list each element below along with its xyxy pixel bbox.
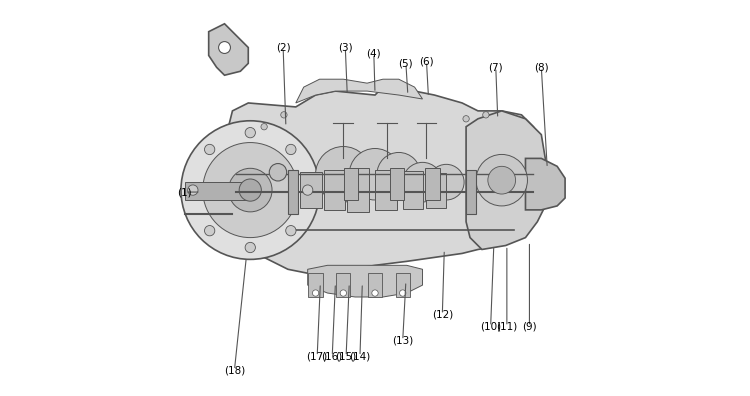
Bar [185,182,248,200]
Circle shape [400,290,406,296]
Bar [323,170,345,210]
Text: (13): (13) [392,335,413,346]
Circle shape [181,121,320,259]
Text: (17): (17) [307,351,328,362]
Bar [308,273,322,297]
Circle shape [476,154,527,206]
Circle shape [377,152,421,196]
Text: (5): (5) [398,58,413,69]
Circle shape [218,42,230,53]
Circle shape [463,116,470,122]
Text: (10): (10) [480,322,501,332]
Circle shape [245,128,256,138]
Circle shape [239,179,261,201]
Text: (7): (7) [488,62,503,72]
Bar [300,172,322,208]
Circle shape [205,144,214,154]
Circle shape [302,185,313,195]
Bar [466,170,476,214]
Text: (3): (3) [338,42,352,53]
Bar [390,168,404,200]
Circle shape [229,168,272,212]
Text: (18): (18) [224,365,245,375]
Text: (16): (16) [322,351,343,362]
Bar [395,273,410,297]
Text: (9): (9) [522,322,537,332]
Text: (1): (1) [178,187,192,197]
Circle shape [269,164,286,181]
Circle shape [261,124,267,130]
Circle shape [286,144,296,154]
Polygon shape [209,24,248,75]
Circle shape [316,147,371,202]
Circle shape [202,143,298,238]
Polygon shape [308,265,422,297]
Circle shape [488,166,515,194]
Polygon shape [466,111,549,249]
Bar [288,170,298,214]
Circle shape [205,226,214,236]
Text: (14): (14) [350,351,370,362]
Circle shape [372,290,378,296]
Text: (2): (2) [276,42,290,53]
Bar [427,173,446,208]
Circle shape [403,162,442,202]
Circle shape [286,226,296,236]
Text: (15): (15) [335,351,357,362]
Text: (8): (8) [534,62,549,72]
Circle shape [483,112,489,118]
Circle shape [280,112,287,118]
Text: (12): (12) [432,310,453,320]
Polygon shape [296,79,422,103]
Circle shape [340,290,346,296]
Bar [344,168,358,200]
Circle shape [313,290,319,296]
Bar [336,273,350,297]
Polygon shape [224,87,542,273]
Circle shape [350,148,400,200]
Bar [347,168,369,212]
Text: (6): (6) [419,56,434,67]
Bar [375,170,397,210]
Circle shape [245,242,256,253]
Polygon shape [526,158,565,210]
Circle shape [428,164,464,200]
Bar [425,168,439,200]
Bar [368,273,382,297]
Bar [403,171,422,209]
Circle shape [188,185,198,195]
Text: (11): (11) [496,322,517,332]
Text: (4): (4) [367,48,381,59]
